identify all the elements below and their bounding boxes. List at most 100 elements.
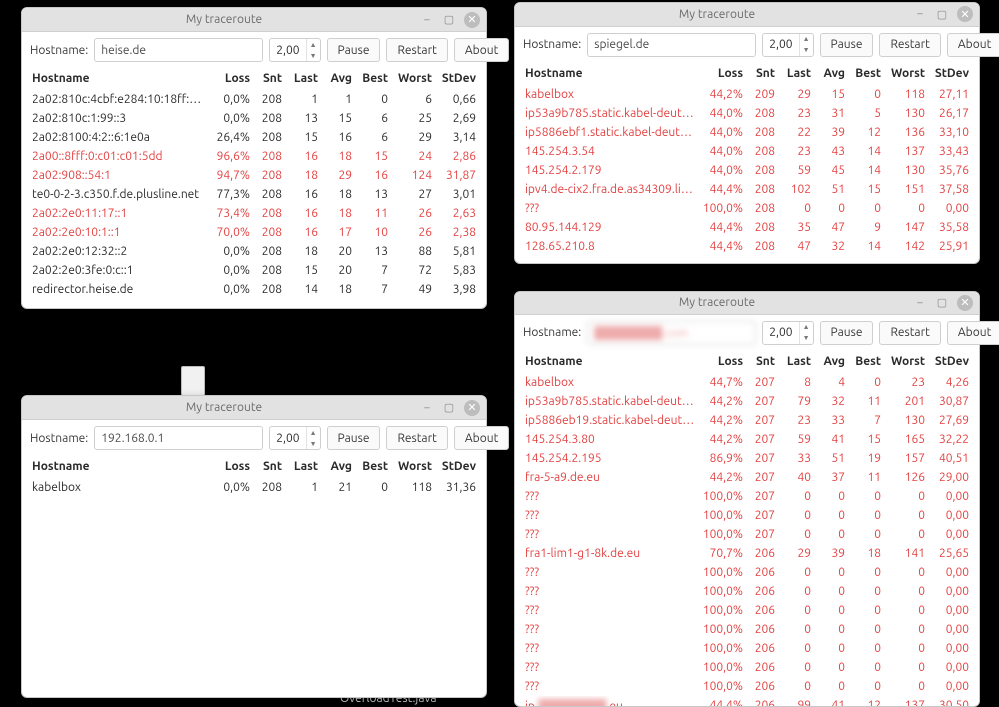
pause-button[interactable]: Pause: [327, 38, 381, 62]
table-row[interactable]: kabelbox44,2%2092915011827,11: [523, 84, 971, 104]
hostname-input[interactable]: [587, 321, 756, 345]
close-button[interactable]: ✕: [464, 12, 480, 28]
spinner-down-icon[interactable]: ▼: [307, 50, 320, 61]
about-button[interactable]: About: [947, 33, 999, 57]
about-button[interactable]: About: [454, 38, 509, 62]
table-row[interactable]: 128.65.210.844,4%20847321414225,91: [523, 237, 971, 256]
table-row[interactable]: 2a02:908::54:194,7%20818291612431,87: [30, 166, 478, 185]
table-row[interactable]: 2a02:2e0:12:32::20,0%208182013885,81: [30, 242, 478, 261]
pause-button[interactable]: Pause: [820, 33, 874, 57]
table-row[interactable]: ip53a9b785.static.kabel-deutschland.de44…: [523, 104, 971, 123]
table-row[interactable]: ???100,0%20700000,00: [523, 487, 971, 506]
table-row[interactable]: ip5886ebf1.static.kabel-deutschland.de44…: [523, 123, 971, 142]
column-header-avg[interactable]: Avg: [813, 63, 847, 85]
table-row[interactable]: 2a02:810c:4cbf:e284:10:18ff:fe8d:bba40,0…: [30, 90, 478, 110]
interval-spinner[interactable]: 2,00▲▼: [269, 426, 320, 450]
column-header-snt[interactable]: Snt: [252, 456, 284, 478]
column-header-hostname[interactable]: Hostname: [523, 63, 699, 85]
pause-button[interactable]: Pause: [327, 426, 381, 450]
table-row[interactable]: ip5886eb19.static.kabel-deutschland.de44…: [523, 411, 971, 430]
table-row[interactable]: kabelbox0,0%208121011831,36: [30, 478, 478, 498]
column-header-worst[interactable]: Worst: [390, 68, 434, 90]
table-row[interactable]: ???100,0%20600000,00: [523, 620, 971, 639]
restart-button[interactable]: Restart: [879, 33, 940, 57]
restart-button[interactable]: Restart: [879, 321, 940, 345]
column-header-best[interactable]: Best: [847, 351, 883, 373]
window-titlebar[interactable]: My traceroute–▢✕: [515, 292, 979, 315]
column-header-loss[interactable]: Loss: [206, 456, 252, 478]
hostname-input[interactable]: [94, 38, 263, 62]
table-row[interactable]: 145.254.2.19586,9%20733511915740,51: [523, 449, 971, 468]
table-row[interactable]: 145.254.3.5444,0%20823431413733,43: [523, 142, 971, 161]
table-row[interactable]: ???100,0%20600000,00: [523, 639, 971, 658]
column-header-snt[interactable]: Snt: [252, 68, 284, 90]
window-titlebar[interactable]: My traceroute–▢✕: [22, 396, 486, 420]
table-row[interactable]: ???100,0%20600000,00: [523, 658, 971, 677]
table-row[interactable]: 2a02:2e0:10:1::170,0%208161710262,38: [30, 223, 478, 242]
column-header-last[interactable]: Last: [777, 63, 813, 85]
about-button[interactable]: About: [947, 321, 999, 345]
column-header-snt[interactable]: Snt: [745, 63, 777, 85]
minimize-button[interactable]: –: [420, 13, 434, 27]
table-row[interactable]: ???100,0%20600000,00: [523, 582, 971, 601]
minimize-button[interactable]: –: [913, 296, 927, 310]
restart-button[interactable]: Restart: [386, 426, 447, 450]
column-header-hostname[interactable]: Hostname: [523, 351, 699, 373]
column-header-loss[interactable]: Loss: [699, 63, 745, 85]
column-header-worst[interactable]: Worst: [883, 63, 927, 85]
column-header-best[interactable]: Best: [354, 456, 390, 478]
table-row[interactable]: ip-████████.eu44,4%20699411213730,50: [523, 696, 971, 706]
table-row[interactable]: ip53a9b785.static.kabel-deutschland.de44…: [523, 392, 971, 411]
table-row[interactable]: 2a00::8fff:0:c01:c01:5dd96,6%20816181524…: [30, 147, 478, 166]
table-row[interactable]: ???100,0%20700000,00: [523, 525, 971, 544]
column-header-stdev[interactable]: StDev: [434, 456, 478, 478]
interval-spinner[interactable]: 2,00▲▼: [762, 321, 813, 345]
column-header-last[interactable]: Last: [284, 68, 320, 90]
spinner-down-icon[interactable]: ▼: [307, 438, 320, 449]
column-header-best[interactable]: Best: [354, 68, 390, 90]
table-row[interactable]: ipv4.de-cix2.fra.de.as34309.link11.de44,…: [523, 180, 971, 199]
table-row[interactable]: ???100,0%20600000,00: [523, 677, 971, 696]
table-row[interactable]: 2a02:2e0:3fe:0:c::10,0%20815207725,83: [30, 261, 478, 280]
maximize-button[interactable]: ▢: [442, 401, 456, 415]
column-header-stdev[interactable]: StDev: [434, 68, 478, 90]
table-row[interactable]: 2a02:810c:1:99::30,0%20813156252,69: [30, 109, 478, 128]
hostname-input[interactable]: [587, 33, 756, 57]
table-row[interactable]: 2a02:8100:4:2::6:1e0a26,4%20815166293,14: [30, 128, 478, 147]
column-header-avg[interactable]: Avg: [320, 68, 354, 90]
hostname-input[interactable]: [94, 426, 263, 450]
about-button[interactable]: About: [454, 426, 509, 450]
column-header-stdev[interactable]: StDev: [927, 63, 971, 85]
table-row[interactable]: kabelbox44,7%207840234,26: [523, 372, 971, 392]
minimize-button[interactable]: –: [913, 7, 927, 21]
column-header-loss[interactable]: Loss: [206, 68, 252, 90]
column-header-last[interactable]: Last: [777, 351, 813, 373]
maximize-button[interactable]: ▢: [442, 13, 456, 27]
close-button[interactable]: ✕: [957, 6, 973, 22]
interval-spinner[interactable]: 2,00▲▼: [762, 33, 813, 57]
column-header-avg[interactable]: Avg: [813, 351, 847, 373]
table-row[interactable]: 2a02:2e0:11:17::173,4%208161811262,63: [30, 204, 478, 223]
spinner-down-icon[interactable]: ▼: [800, 45, 813, 56]
spinner-up-icon[interactable]: ▲: [800, 34, 813, 45]
maximize-button[interactable]: ▢: [935, 296, 949, 310]
column-header-hostname[interactable]: Hostname: [30, 68, 206, 90]
column-header-snt[interactable]: Snt: [745, 351, 777, 373]
column-header-worst[interactable]: Worst: [883, 351, 927, 373]
column-header-best[interactable]: Best: [847, 63, 883, 85]
table-row[interactable]: ???100,0%20800000,00: [523, 199, 971, 218]
window-titlebar[interactable]: My traceroute–▢✕: [22, 8, 486, 32]
minimize-button[interactable]: –: [420, 401, 434, 415]
table-row[interactable]: redirector.heise.de0,0%20814187493,98: [30, 280, 478, 299]
table-row[interactable]: fra1-lim1-g1-8k.de.eu70,7%20629391814125…: [523, 544, 971, 563]
table-row[interactable]: 145.254.3.8044,2%20759411516532,22: [523, 430, 971, 449]
spinner-up-icon[interactable]: ▲: [307, 427, 320, 438]
spinner-down-icon[interactable]: ▼: [800, 333, 813, 344]
column-header-avg[interactable]: Avg: [320, 456, 354, 478]
spinner-up-icon[interactable]: ▲: [800, 322, 813, 333]
table-row[interactable]: 145.254.2.17944,0%20859451413035,76: [523, 161, 971, 180]
interval-spinner[interactable]: 2,00▲▼: [269, 38, 320, 62]
close-button[interactable]: ✕: [957, 295, 973, 311]
window-titlebar[interactable]: My traceroute–▢✕: [515, 3, 979, 27]
table-row[interactable]: ???100,0%20600000,00: [523, 563, 971, 582]
